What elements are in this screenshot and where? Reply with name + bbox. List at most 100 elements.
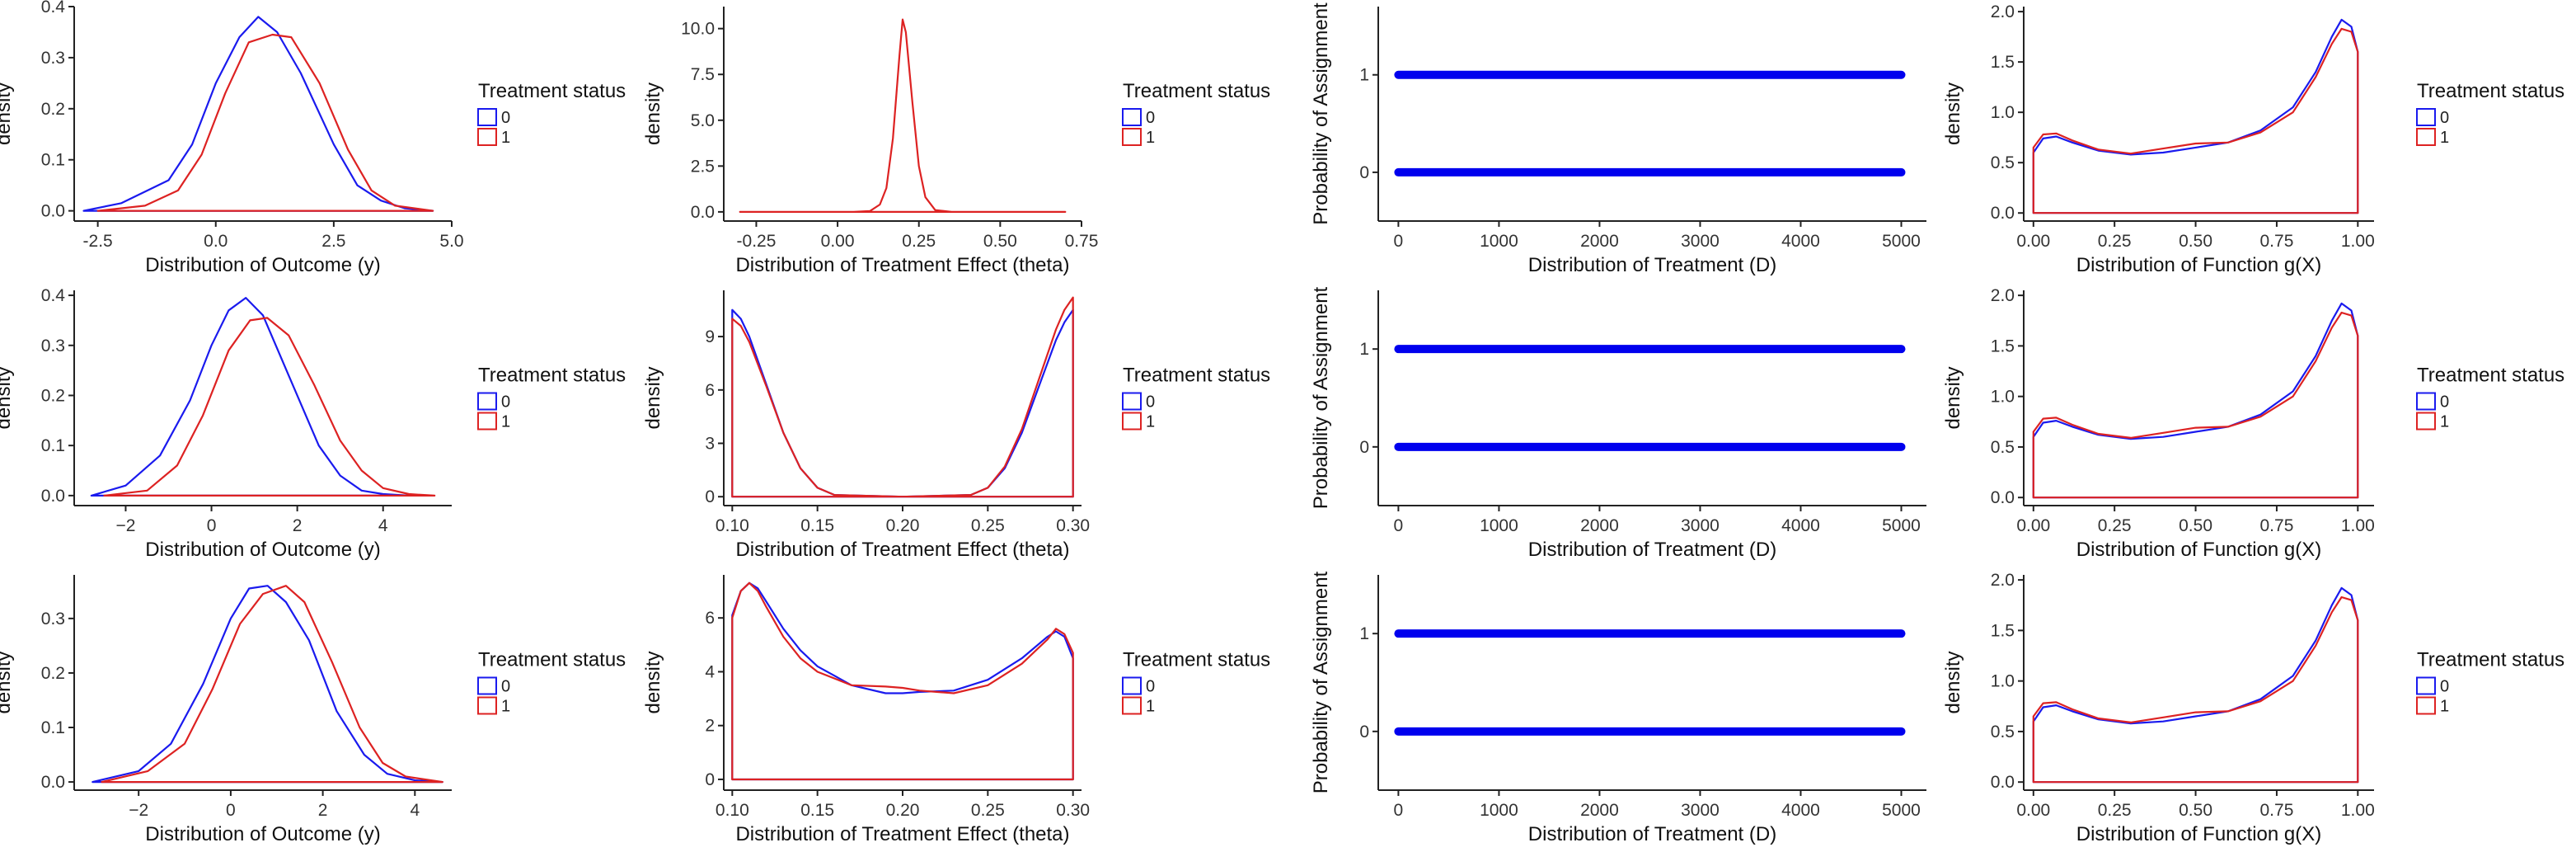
x-tick-label: 2000 (1580, 232, 1619, 251)
legend-key-1 (2416, 128, 2436, 146)
legend-key-1 (477, 696, 497, 715)
y-tick-label: 0.0 (1991, 204, 2015, 223)
x-tick-label: 0 (1394, 801, 1404, 820)
y-tick-label: 0 (1359, 163, 1369, 182)
y-tick-label: 3 (705, 435, 715, 454)
y-tick-label: 9 (705, 327, 715, 346)
x-axis-title: Distribution of Function g(X) (2076, 254, 2321, 276)
x-tick-label: 0.00 (821, 232, 855, 251)
y-tick-label: 0.4 (41, 286, 66, 305)
legend: Treatment status 0 1 (2416, 649, 2564, 716)
panel-r1-c4: 0.00 0.25 0.50 0.75 1.00 0.0 0.5 1.0 1.5 2.0 Distr… (1942, 2, 2564, 276)
legend: Treatment status 0 1 (1122, 649, 1270, 716)
density-series-0 (2032, 302, 2359, 499)
x-tick-label: 0.75 (2260, 801, 2294, 820)
x-tick-label: 0.25 (902, 232, 936, 251)
y-tick-label: 1 (1359, 624, 1369, 643)
x-tick-label: 0.30 (1056, 801, 1090, 820)
panel-r2-c2: 0.10 0.15 0.20 0.25 0.30 0 3 6 9 Distribution of … (642, 290, 1270, 561)
legend: Treatment status 0 1 (2416, 80, 2564, 147)
legend-title: Treatment status (478, 365, 626, 387)
x-tick-label: 1.00 (2341, 516, 2375, 535)
y-tick-label: 0.2 (41, 664, 65, 683)
x-tick-label: 0 (1394, 516, 1404, 535)
x-tick-label: 1000 (1480, 516, 1518, 535)
x-tick-label: 0.10 (716, 801, 749, 820)
y-tick-label: 1 (1359, 340, 1369, 359)
x-tick-label: 0 (226, 801, 236, 820)
x-tick-label: −2 (115, 516, 135, 535)
legend-key-1 (477, 412, 497, 431)
y-tick-label: 0.0 (41, 487, 65, 506)
x-tick-label: 4000 (1781, 516, 1820, 535)
y-tick-label: 7.5 (691, 65, 715, 84)
x-tick-label: 0.75 (2260, 516, 2294, 535)
x-tick-label: 0.20 (886, 516, 920, 535)
x-axis-title: Distribution of Treatment (D) (1528, 823, 1776, 845)
legend-key-1 (477, 128, 497, 146)
legend-key-1 (2416, 412, 2436, 431)
y-tick-label: 0.2 (41, 386, 65, 405)
x-axis-title: Distribution of Outcome (y) (145, 539, 380, 561)
legend-label-0: 0 (1146, 109, 1155, 127)
y-axis-title: density (642, 651, 664, 713)
legend-key-0 (2416, 108, 2436, 126)
y-axis-title: density (1942, 651, 1964, 713)
y-tick-label: 0.0 (41, 773, 65, 792)
legend-key-0 (477, 676, 497, 695)
legend-label-1: 1 (1146, 698, 1155, 716)
legend-label-0: 0 (2440, 109, 2449, 127)
legend-label-1: 1 (2440, 698, 2449, 716)
legend: Treatment status 0 1 (1122, 80, 1270, 147)
x-tick-label: 2 (293, 516, 303, 535)
y-axis-title: density (0, 82, 15, 145)
y-axis-title: density (642, 82, 664, 145)
x-tick-label: 4 (410, 801, 420, 820)
x-tick-label: 0.15 (800, 516, 834, 535)
y-tick-label: 1.0 (1991, 388, 2015, 407)
y-tick-label: 0 (705, 770, 715, 789)
density-series-0 (91, 585, 443, 784)
legend-label-1: 1 (1146, 129, 1155, 147)
panel-r2-c3: 0 1000 2000 3000 4000 5000 0 1 Distribution of T… (1310, 286, 1926, 561)
x-tick-label: 0.15 (800, 801, 834, 820)
legend-title: Treatment status (1123, 365, 1270, 387)
x-tick-label: 0.20 (886, 801, 920, 820)
legend-title: Treatment status (2417, 365, 2564, 387)
legend-title: Treatment status (1123, 649, 1270, 671)
x-tick-label: 4 (378, 516, 388, 535)
legend-key-0 (2416, 676, 2436, 695)
legend-label-1: 1 (501, 413, 510, 431)
x-tick-label: 0.25 (2098, 516, 2132, 535)
y-tick-label: 10.0 (681, 20, 715, 39)
y-tick-label: 6 (705, 381, 715, 400)
y-tick-label: 0.1 (41, 151, 65, 170)
y-tick-label: 1.5 (1991, 337, 2015, 355)
y-tick-label: 0.0 (691, 203, 715, 222)
y-tick-label: 5.0 (691, 111, 715, 130)
legend-label-0: 0 (501, 393, 510, 412)
legend-key-0 (2416, 392, 2436, 411)
x-tick-label: 2.5 (321, 232, 345, 251)
y-tick-label: 0.3 (41, 49, 65, 68)
y-tick-label: 2.5 (691, 157, 715, 176)
y-tick-label: 0.4 (41, 0, 66, 16)
y-tick-label: 0.3 (41, 337, 65, 355)
panel-r3-c2: 0.10 0.15 0.20 0.25 0.30 0 2 4 6 Distribution of … (642, 575, 1270, 845)
x-tick-label: 0.25 (971, 516, 1005, 535)
x-tick-label: 0.0 (204, 232, 228, 251)
y-tick-label: 0.5 (1991, 723, 2015, 741)
density-series-0 (82, 16, 434, 212)
y-tick-label: 0.1 (41, 718, 65, 737)
y-tick-label: 1 (1359, 66, 1369, 85)
legend-label-0: 0 (1146, 678, 1155, 696)
x-tick-label: 0 (1394, 232, 1404, 251)
y-tick-label: 0.0 (1991, 488, 2015, 507)
x-axis-title: Distribution of Treatment (D) (1528, 539, 1776, 561)
x-tick-label: 1.00 (2341, 801, 2375, 820)
legend-label-1: 1 (501, 129, 510, 147)
legend-label-0: 0 (1146, 393, 1155, 412)
x-tick-label: -0.25 (737, 232, 777, 251)
x-axis-title: Distribution of Outcome (y) (145, 823, 380, 845)
x-axis-title: Distribution of Treatment Effect (theta) (735, 254, 1069, 276)
